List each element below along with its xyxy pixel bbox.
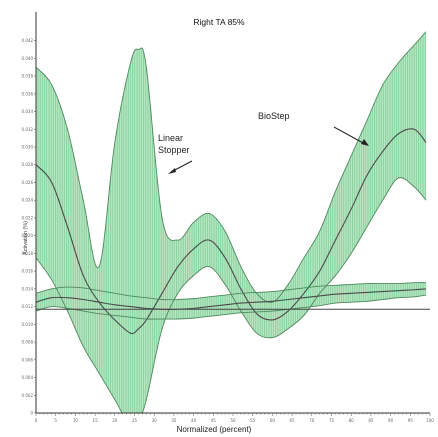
y-tick-label: 0.008 — [22, 340, 34, 345]
chart-title: Right TA 85% — [193, 17, 245, 27]
series-0-lower-bound — [36, 177, 427, 413]
y-tick-label: 0.016 — [22, 269, 34, 274]
y-tick-label: 0.030 — [22, 145, 34, 150]
x-tick-label: 70 — [309, 418, 315, 423]
y-tick-label: 0.002 — [22, 393, 34, 398]
annotation-linear-stopper-line2: Stopper — [158, 145, 190, 155]
series-1-upper-bound — [36, 282, 427, 301]
y-tick-label: 0.034 — [22, 109, 34, 114]
y-tick-label: 0.020 — [22, 233, 34, 238]
x-tick-label: 100 — [426, 418, 434, 423]
series-0-band — [36, 31, 427, 413]
series-1-lower-bound — [36, 294, 427, 320]
x-tick-label: 20 — [112, 418, 118, 423]
confidence-bands — [36, 31, 427, 413]
x-tick-label: 55 — [250, 418, 256, 423]
y-tick-label: 0.012 — [22, 304, 34, 309]
mean-lines — [36, 31, 427, 413]
x-tick-label: 40 — [191, 418, 197, 423]
annotation-linear-stopper-line1: Linear — [158, 133, 183, 143]
y-tick-label: 0.010 — [22, 322, 34, 327]
y-tick-label: 0.006 — [22, 357, 34, 362]
series-0-upper-bound — [36, 31, 427, 303]
annotation-biostep-label: BioStep — [258, 111, 290, 121]
annotation-linear-stopper: Linear Stopper — [158, 133, 193, 174]
x-tick-label: 25 — [132, 418, 138, 423]
y-ticks: 0 0.002 0.004 0.006 0.008 0.010 0.012 0.014 0.01… — [22, 38, 36, 416]
y-tick-label: 0 — [30, 411, 33, 416]
x-tick-label: 50 — [230, 418, 236, 423]
annotation-biostep-arrowhead — [361, 139, 369, 146]
y-tick-label: 0.036 — [22, 91, 34, 96]
x-tick-label: 35 — [171, 418, 177, 423]
y-tick-label: 0.040 — [22, 56, 34, 61]
x-tick-label: 90 — [388, 418, 394, 423]
x-ticks: 0 5 10 15 20 25 30 35 40 45 50 55 60 65 70 75 80 85 90 95 10… — [35, 413, 434, 423]
x-tick-label: 75 — [329, 418, 335, 423]
y-tick-label: 0.018 — [22, 251, 34, 256]
y-tick-label: 0.004 — [22, 375, 34, 380]
x-tick-label: 15 — [93, 418, 99, 423]
y-axis-label: Activation (%) — [23, 221, 29, 255]
x-tick-label: 80 — [349, 418, 355, 423]
annotation-biostep: BioStep — [258, 111, 369, 146]
x-tick-label: 60 — [270, 418, 276, 423]
y-tick-label: 0.026 — [22, 180, 34, 185]
series-1-mean-line — [36, 288, 427, 310]
x-tick-label: 95 — [408, 418, 414, 423]
series-1-band — [36, 282, 427, 320]
y-tick-label: 0.022 — [22, 215, 34, 220]
y-tick-label: 0.042 — [22, 38, 34, 43]
x-tick-label: 10 — [73, 418, 79, 423]
y-tick-label: 0.032 — [22, 127, 34, 132]
y-tick-label: 0.038 — [22, 74, 34, 79]
annotation-linear-stopper-arrowhead — [168, 168, 176, 174]
x-tick-label: 5 — [54, 418, 57, 423]
x-tick-label: 65 — [290, 418, 296, 423]
series-0-mean-line — [36, 128, 427, 335]
x-axis-label: Normalized (percent) — [177, 425, 252, 434]
y-tick-label: 0.014 — [22, 286, 34, 291]
x-tick-label: 30 — [152, 418, 158, 423]
annotation-biostep-arrow — [333, 126, 366, 145]
x-tick-label: 85 — [368, 418, 374, 423]
y-tick-label: 0.024 — [22, 198, 34, 203]
y-tick-label: 0.028 — [22, 162, 34, 167]
x-tick-label: 0 — [35, 418, 38, 423]
x-tick-label: 45 — [211, 418, 217, 423]
